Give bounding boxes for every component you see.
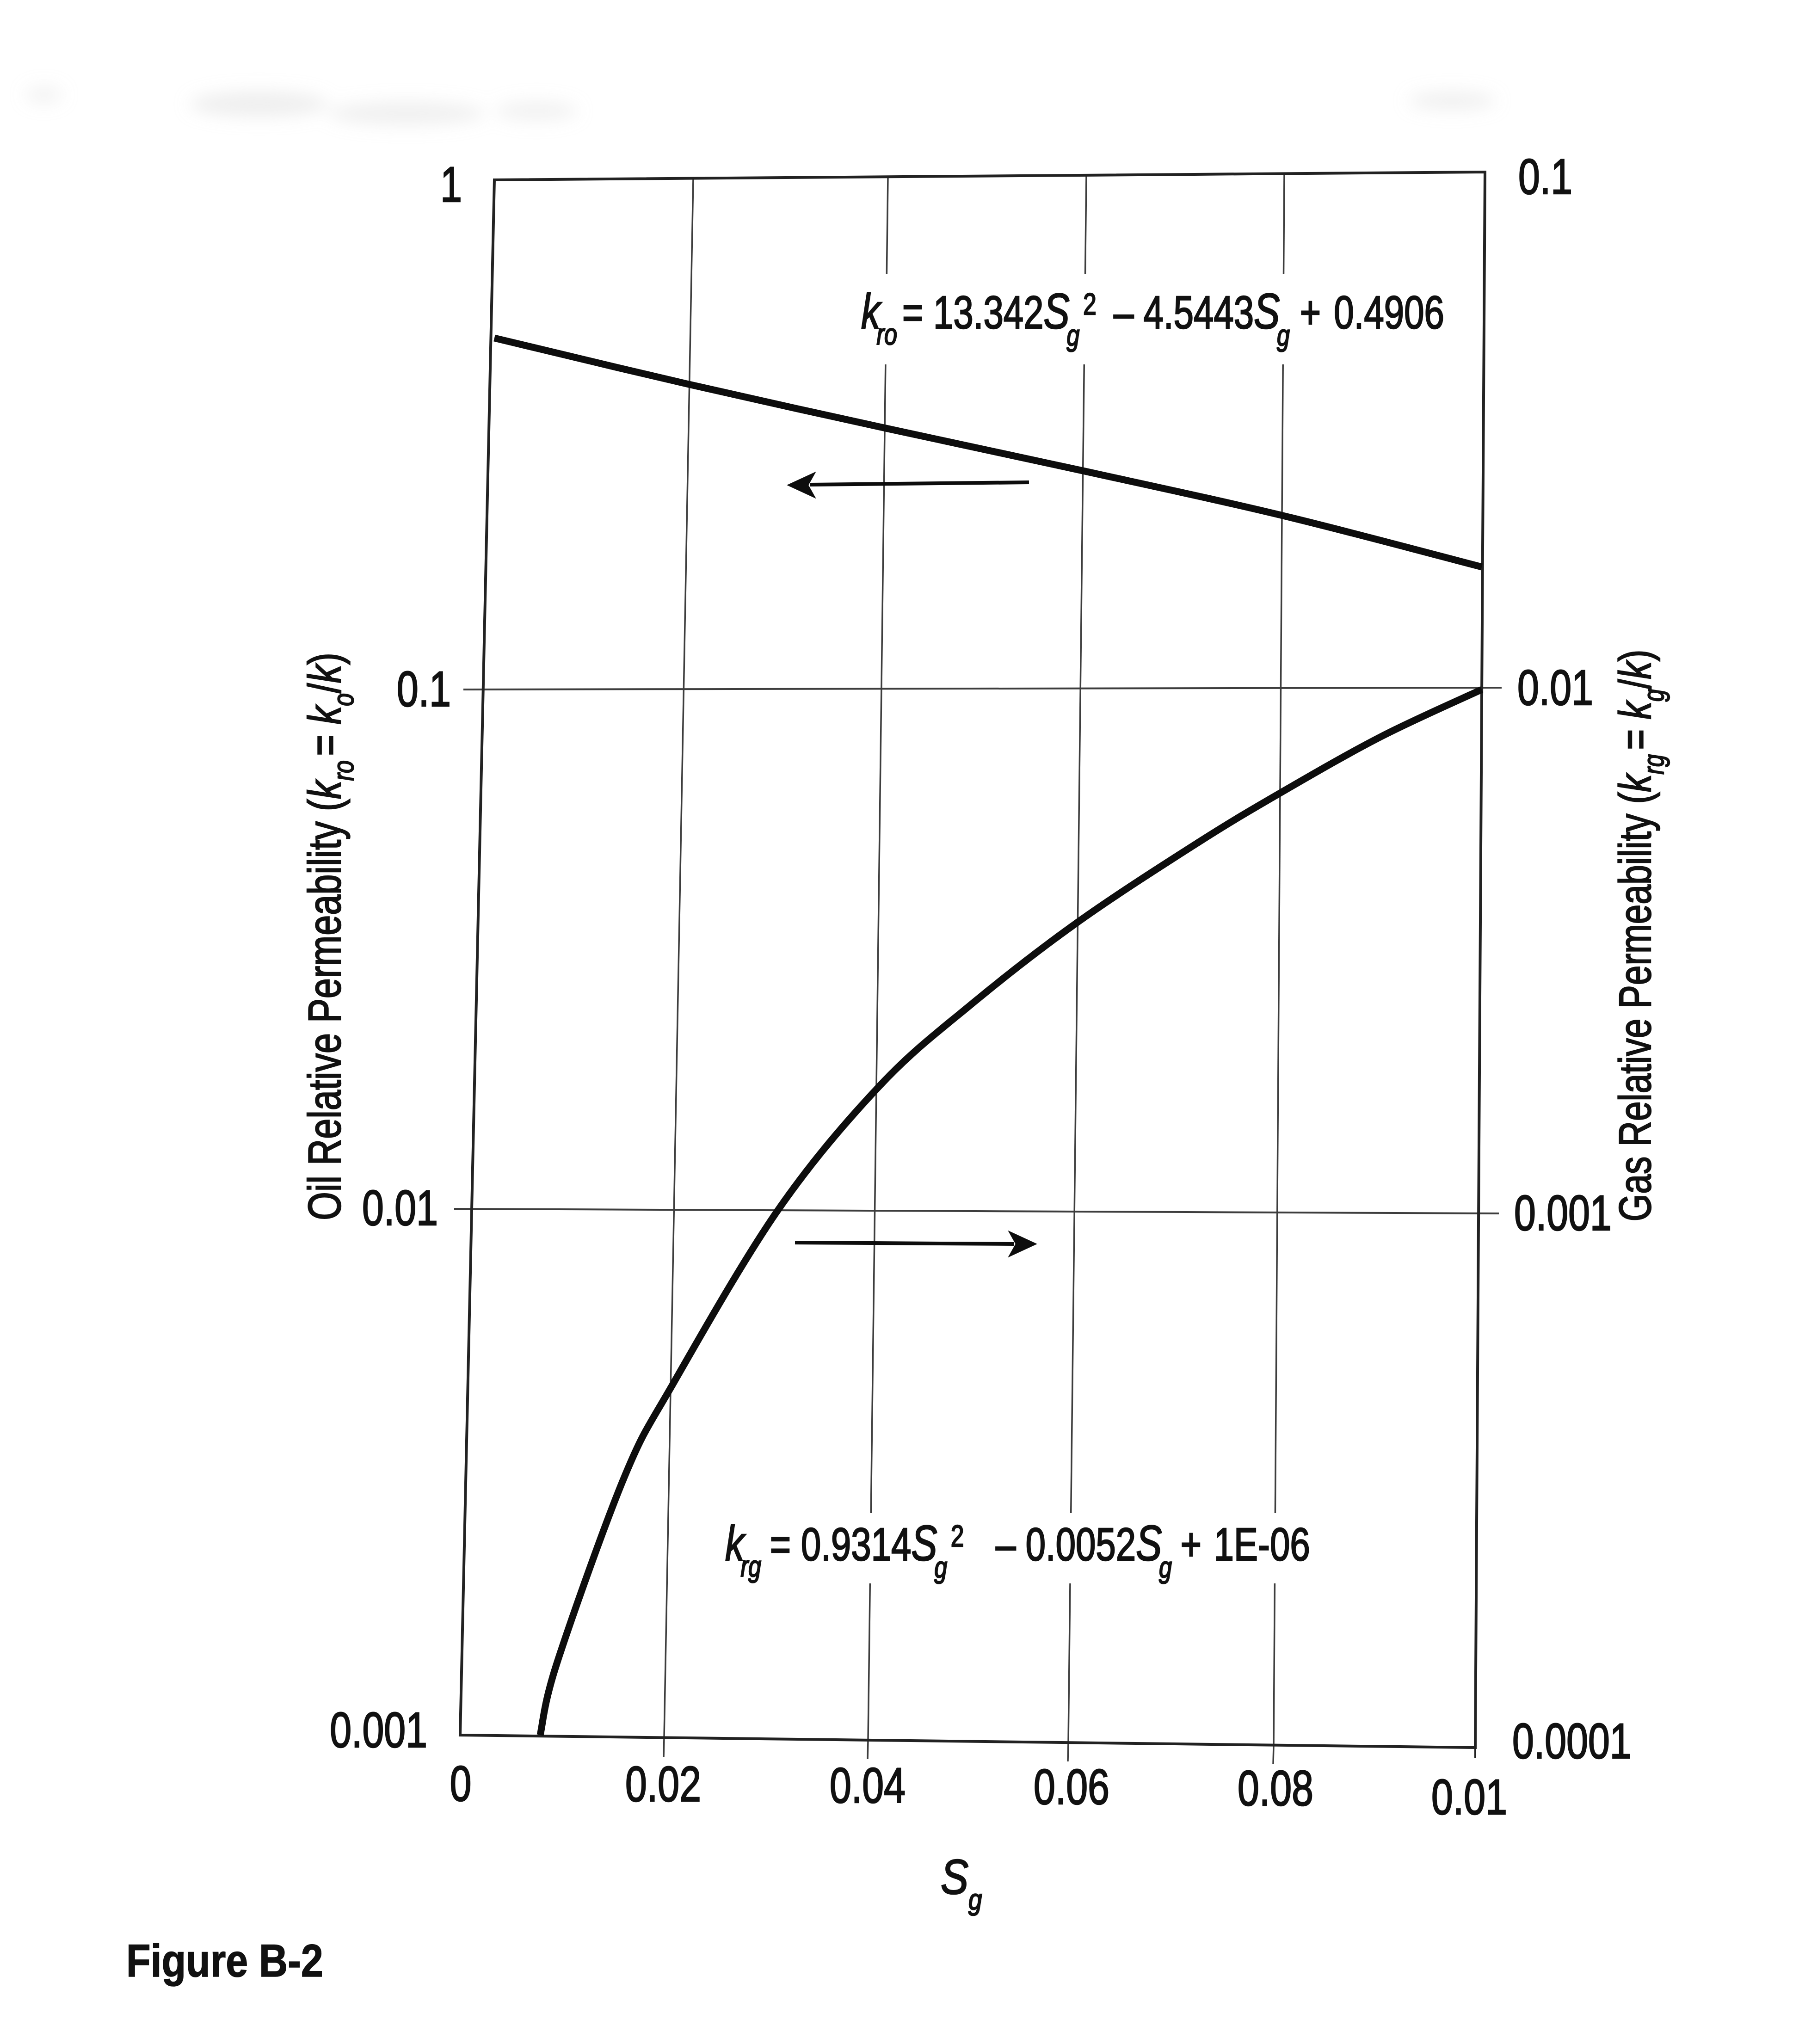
svg-text:kro= 13.342Sg2–4.5443Sg+0.4906: kro = 13.342Sg2–4.5443Sg +0.4906	[861, 283, 1444, 352]
svg-text:Gas Relative Permeability (krg: Gas Relative Permeability (krg= kg/k)	[1610, 650, 1670, 1221]
svg-text:0.001: 0.001	[1514, 1185, 1612, 1241]
svg-text:Sg: Sg	[941, 1849, 982, 1916]
svg-text:Figure B-2: Figure B-2	[126, 1935, 323, 1986]
svg-text:0.02: 0.02	[625, 1756, 701, 1812]
svg-text:0.01: 0.01	[1431, 1769, 1507, 1825]
svg-text:Oil Relative Permeability (kro: Oil Relative Permeability (kro= ko/k)	[299, 653, 360, 1220]
svg-text:0.001: 0.001	[330, 1702, 427, 1758]
svg-text:0.1: 0.1	[397, 661, 451, 717]
svg-text:0.06: 0.06	[1034, 1759, 1109, 1815]
svg-text:1: 1	[440, 156, 462, 213]
svg-text:0.01: 0.01	[1517, 659, 1593, 716]
svg-text:krg= 0.9314Sg2–0.0052Sg+1E-06: krg = 0.9314Sg2–0.0052Sg +1E-06	[725, 1515, 1310, 1584]
svg-text:0.08: 0.08	[1238, 1760, 1313, 1816]
svg-text:0.04: 0.04	[830, 1757, 906, 1814]
svg-text:0.01: 0.01	[362, 1180, 438, 1236]
svg-text:0.0001: 0.0001	[1512, 1713, 1632, 1769]
svg-text:0: 0	[450, 1755, 472, 1812]
svg-text:0.1: 0.1	[1518, 148, 1572, 205]
